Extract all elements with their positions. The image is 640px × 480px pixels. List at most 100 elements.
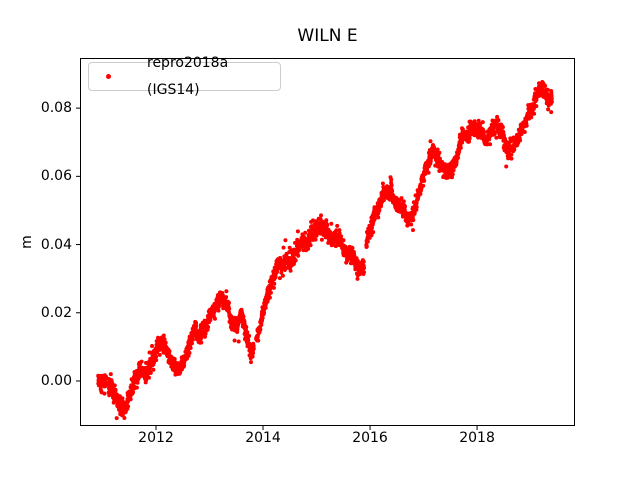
data-point <box>450 172 455 177</box>
data-point <box>199 340 204 345</box>
data-point <box>260 315 265 320</box>
data-point <box>244 325 249 329</box>
x-tick-label: 2018 <box>459 430 495 446</box>
data-point <box>485 142 490 147</box>
data-point <box>482 130 486 135</box>
data-point <box>401 199 406 204</box>
data-point <box>437 150 442 155</box>
data-point <box>518 138 523 143</box>
data-point <box>295 229 300 234</box>
data-point <box>355 276 360 281</box>
data-point <box>112 383 117 388</box>
data-point <box>389 177 394 182</box>
data-point <box>236 339 241 344</box>
data-point <box>172 357 177 361</box>
data-point <box>458 145 463 150</box>
data-point <box>178 370 183 375</box>
data-point <box>504 164 509 169</box>
data-point <box>524 123 529 128</box>
data-point <box>131 390 136 395</box>
data-point <box>450 175 454 180</box>
data-point <box>271 285 276 290</box>
data-point <box>102 391 107 396</box>
data-point <box>311 218 315 223</box>
axes-frame <box>80 58 575 426</box>
data-point <box>328 230 333 234</box>
data-point <box>534 104 539 109</box>
data-point <box>293 258 298 263</box>
data-point <box>457 148 462 153</box>
data-point <box>500 125 505 130</box>
data-point <box>283 238 288 243</box>
data-point <box>246 337 251 342</box>
data-point <box>371 230 376 235</box>
data-point <box>335 223 340 228</box>
data-point <box>251 343 256 348</box>
data-point <box>546 107 551 112</box>
data-point <box>232 338 237 343</box>
data-point <box>280 273 285 278</box>
data-point <box>161 333 166 338</box>
data-point <box>549 99 554 104</box>
data-point <box>533 87 538 91</box>
data-point <box>114 416 119 421</box>
data-point <box>337 231 342 236</box>
data-point <box>110 381 115 386</box>
data-point <box>157 352 162 357</box>
data-point <box>409 222 414 227</box>
data-point <box>403 204 407 209</box>
data-point <box>213 316 217 321</box>
data-point <box>476 118 481 123</box>
data-point <box>376 215 381 220</box>
data-point <box>529 115 534 120</box>
data-point <box>308 243 313 248</box>
data-point <box>154 358 159 363</box>
data-point <box>362 270 366 275</box>
data-point <box>194 320 199 325</box>
data-point <box>249 360 253 365</box>
x-tick-label: 2012 <box>138 430 174 446</box>
data-point <box>428 139 433 144</box>
data-point <box>334 228 339 233</box>
data-point <box>319 213 323 218</box>
data-point <box>319 237 324 242</box>
data-point <box>476 135 481 140</box>
data-point <box>151 367 156 372</box>
data-point <box>279 270 284 275</box>
data-point <box>341 238 346 243</box>
data-point <box>268 290 273 295</box>
data-point <box>495 114 500 119</box>
data-point <box>245 330 250 335</box>
data-point <box>369 233 374 238</box>
data-point <box>426 170 431 175</box>
data-point <box>480 120 485 125</box>
data-point <box>182 363 187 368</box>
data-point <box>494 135 499 140</box>
data-point <box>372 217 377 221</box>
data-point <box>410 215 415 220</box>
data-point <box>339 234 344 239</box>
data-point <box>377 208 382 213</box>
data-point <box>414 205 419 209</box>
data-point <box>187 350 192 355</box>
data-point <box>135 380 140 385</box>
data-point <box>297 248 302 252</box>
data-point <box>241 314 246 319</box>
data-point <box>362 265 367 270</box>
data-point <box>256 338 261 343</box>
data-point <box>224 289 229 294</box>
data-point <box>262 310 266 315</box>
data-point <box>361 259 366 264</box>
data-point <box>399 196 404 201</box>
data-point <box>451 168 456 173</box>
data-point <box>251 346 256 351</box>
data-point <box>277 276 282 281</box>
data-point <box>206 325 211 330</box>
data-point <box>509 152 514 157</box>
data-point <box>422 178 427 183</box>
data-point <box>329 221 334 226</box>
data-point <box>370 226 374 230</box>
data-point <box>272 281 277 286</box>
data-point <box>273 275 278 279</box>
